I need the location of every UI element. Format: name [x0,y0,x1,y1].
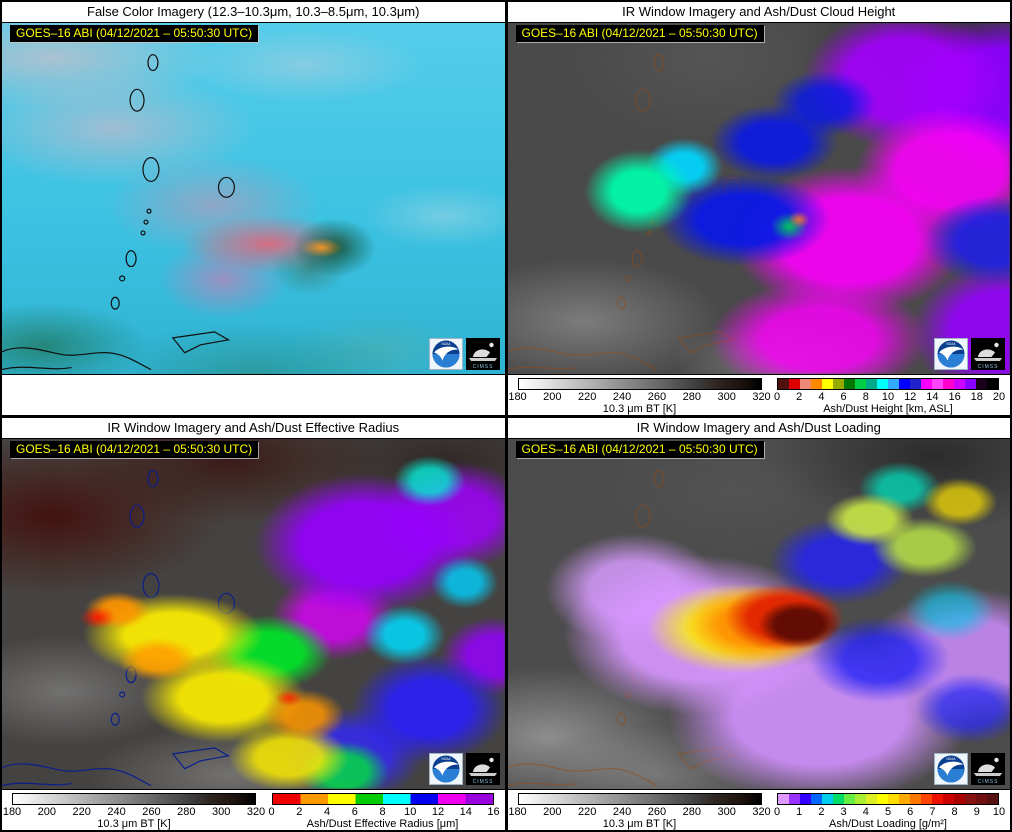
logo-group: NOAA CIMSS [428,753,500,785]
cimss-logo-text: CIMSS [978,364,999,370]
panel-cloud-height: IR Window Imagery and Ash/Dust Cloud Hei… [507,2,1010,415]
height-colorbar: 0 2 4 6 8 10 12 14 16 18 20 Ash/Dust Height [km, A… [773,377,1006,415]
ash-loading-overlay [507,438,1010,789]
radius-colorbar: 0 2 4 6 8 10 12 14 16 Ash/Dust Effective Radius … [268,793,500,830]
bt-colorbar-ticks: 180 200 220 240 260 280 300 320 [2,806,266,818]
loading-imagery: GOES–16 ABI (04/12/2021 – 05:50:30 UTC) … [507,437,1010,790]
logo-group: NOAA CIMSS [934,337,1005,370]
cimss-logo-text: CIMSS [472,364,493,370]
noaa-logo: NOAA [934,337,968,370]
loading-colorbar-label: Ash/Dust Loading [g/m²] [828,818,947,830]
loading-colorbar-gradient [777,793,999,805]
bt-colorbar-label: 10.3 μm BT [K] [602,818,677,830]
cimss-logo: CIMSS [465,337,500,370]
panel-title: IR Window Imagery and Ash/Dust Cloud Hei… [507,2,1010,22]
bt-colorbar-label: 10.3 μm BT [K] [602,402,677,415]
noaa-logo-text: NOAA [946,757,956,761]
panel-title: IR Window Imagery and Ash/Dust Loading [507,417,1010,438]
bt-colorbar-ticks: 180 200 220 240 260 280 300 320 [508,806,771,818]
coastline-overlay [2,54,235,371]
cimss-logo: CIMSS [971,753,1005,785]
height-colorbar-ticks: 0 2 4 6 8 10 12 14 16 18 20 [773,390,1006,403]
bt-colorbar: 180 200 220 240 260 280 300 320 10.3 μm BT [K] [508,377,771,415]
bt-colorbar: 180 200 220 240 260 280 300 320 10.3 μm BT [K] [508,793,771,830]
panel-title: IR Window Imagery and Ash/Dust Effective… [2,417,505,438]
cimss-logo-text: CIMSS [978,779,999,785]
noaa-logo-text: NOAA [441,757,451,761]
colorbar-strip-empty [2,374,505,415]
ash-radius-overlay [2,438,505,789]
noaa-logo-text: NOAA [441,342,451,346]
noaa-logo: NOAA [428,753,463,785]
cimss-logo: CIMSS [971,337,1005,370]
bt-colorbar: 180 200 220 240 260 280 300 320 10.3 μm BT [K] [2,793,266,830]
panel-loading: IR Window Imagery and Ash/Dust Loading G… [507,417,1010,830]
bt-colorbar-gradient [12,793,256,805]
radius-colorbar-gradient [271,793,494,805]
height-colorbar-gradient [777,377,999,390]
effective-radius-imagery: GOES–16 ABI (04/12/2021 – 05:50:30 UTC) … [2,437,505,790]
timestamp-label: GOES–16 ABI (04/12/2021 – 05:50:30 UTC) [10,25,259,42]
bt-colorbar-gradient [517,377,762,390]
cimss-logo: CIMSS [465,753,500,785]
logo-group: NOAA CIMSS [428,337,500,370]
noaa-logo: NOAA [428,337,463,370]
colorbar-strip: 180 200 220 240 260 280 300 320 10.3 μm BT [K] … [2,790,505,830]
bt-colorbar-label: 10.3 μm BT [K] [97,818,171,830]
satellite-image [2,23,505,374]
bt-colorbar-gradient [517,793,762,805]
panel-title: False Color Imagery (12.3–10.3μm, 10.3–8… [2,2,505,22]
logo-group: NOAA CIMSS [934,753,1005,785]
loading-colorbar: 0 1 2 3 4 5 6 7 8 9 10 Ash/Dust Loading [g/m²] [773,793,1006,830]
panel-false-color: False Color Imagery (12.3–10.3μm, 10.3–8… [2,2,505,415]
ash-height-overlay [507,23,1010,374]
cloud-height-imagery: GOES–16 ABI (04/12/2021 – 05:50:30 UTC) … [507,22,1010,375]
cimss-logo-text: CIMSS [472,779,493,785]
timestamp-label: GOES–16 ABI (04/12/2021 – 05:50:30 UTC) [515,25,764,42]
false-color-imagery: GOES–16 ABI (04/12/2021 – 05:50:30 UTC) … [2,22,505,375]
timestamp-label: GOES–16 ABI (04/12/2021 – 05:50:30 UTC) [10,440,259,458]
timestamp-label: GOES–16 ABI (04/12/2021 – 05:50:30 UTC) [515,440,764,458]
loading-colorbar-ticks: 0 1 2 3 4 5 6 7 8 9 10 [773,806,1006,818]
colorbar-strip: 180 200 220 240 260 280 300 320 10.3 μm BT [K] … [507,790,1010,830]
radius-colorbar-label: Ash/Dust Effective Radius [μm] [306,818,459,830]
bt-colorbar-ticks: 180 200 220 240 260 280 300 320 [508,390,771,403]
panel-effective-radius: IR Window Imagery and Ash/Dust Effective… [2,417,505,830]
noaa-logo: NOAA [934,753,968,785]
height-colorbar-label: Ash/Dust Height [km, ASL] [823,402,953,415]
noaa-logo-text: NOAA [946,342,956,346]
colorbar-strip: 180 200 220 240 260 280 300 320 10.3 μm BT [K] … [507,374,1010,415]
radius-colorbar-ticks: 0 2 4 6 8 10 12 14 16 [268,806,500,818]
